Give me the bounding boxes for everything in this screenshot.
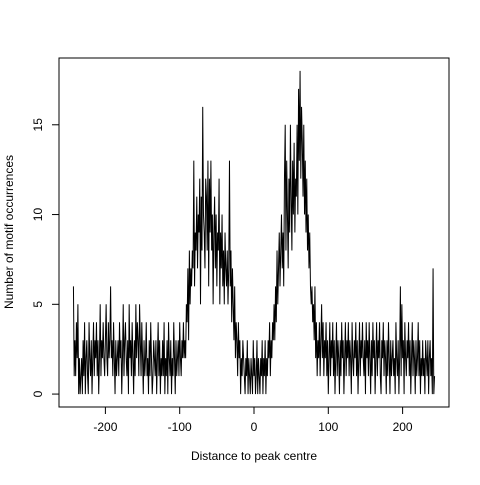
x-tick-label: -200 — [93, 420, 117, 434]
y-tick-label: 10 — [31, 208, 45, 222]
data-line — [72, 70, 436, 395]
y-tick-label: 0 — [31, 390, 45, 397]
y-tick-label: 15 — [31, 118, 45, 132]
y-tick-label: 5 — [31, 301, 45, 308]
x-tick-label: 200 — [393, 420, 413, 434]
x-tick-label: 100 — [318, 420, 338, 434]
x-tick-label: 0 — [251, 420, 258, 434]
y-axis-label: Number of motif occurrences — [2, 155, 16, 309]
x-tick-label: -100 — [168, 420, 192, 434]
x-axis-label: Distance to peak centre — [191, 449, 317, 463]
